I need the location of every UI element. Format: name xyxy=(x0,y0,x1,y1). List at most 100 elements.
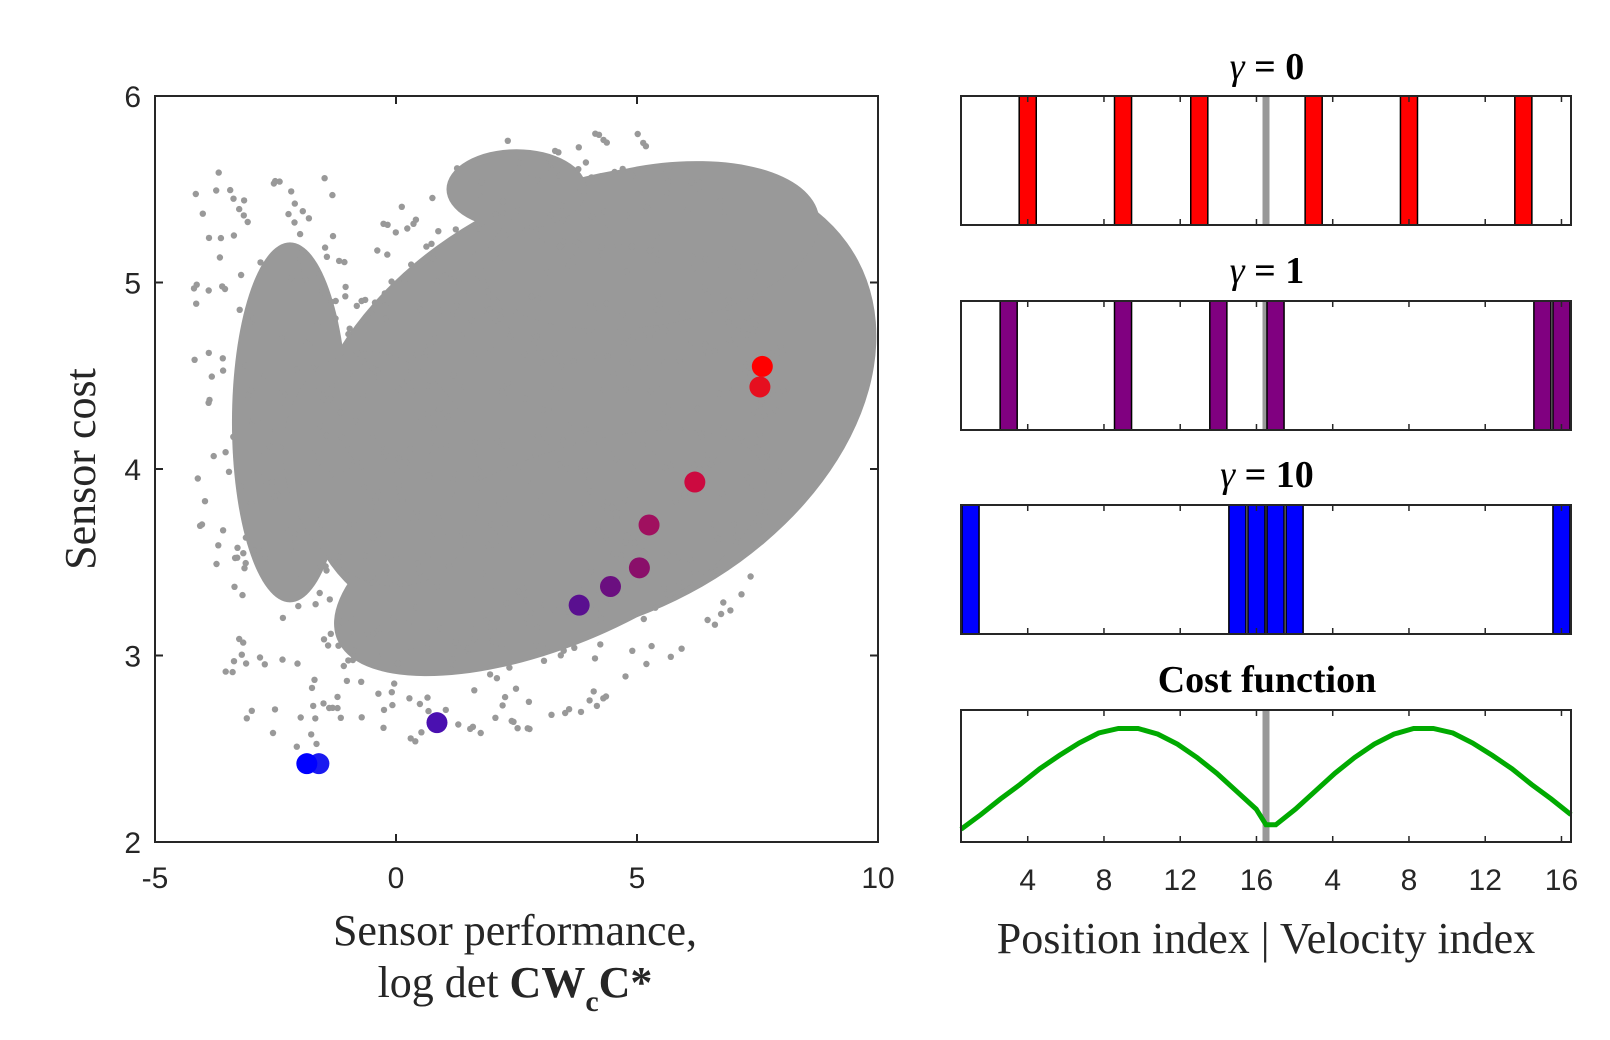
cloud-point xyxy=(198,521,206,528)
cloud-point xyxy=(597,615,605,622)
cloud-point xyxy=(254,300,262,308)
scatter-highlights xyxy=(296,355,773,775)
cloud-point xyxy=(719,490,726,497)
gamma-0-panel: γ = 0 xyxy=(960,46,1572,226)
cloud-point xyxy=(215,169,222,176)
cloud-point xyxy=(695,426,702,433)
cloud-point xyxy=(344,446,352,453)
cloud-point xyxy=(598,506,606,513)
cloud-point xyxy=(622,386,629,393)
cloud-point xyxy=(205,399,212,406)
cloud-point xyxy=(602,693,610,700)
cloud-point xyxy=(629,464,636,472)
cloud-point xyxy=(714,535,721,542)
cloud-point xyxy=(389,582,396,590)
cloud-point xyxy=(239,591,246,599)
cloud-point xyxy=(315,271,323,278)
cloud-point xyxy=(701,283,708,291)
cloud-point xyxy=(323,432,330,439)
cloud-point xyxy=(697,351,705,359)
cloud-point xyxy=(456,533,463,541)
cloud-point xyxy=(271,493,278,500)
cloud-point xyxy=(358,678,365,685)
cloud-point xyxy=(293,743,300,750)
cloud-point xyxy=(318,288,326,296)
cloud-point xyxy=(404,225,411,232)
cloud-point xyxy=(689,253,696,260)
cloud-point xyxy=(702,256,709,263)
cloud-point xyxy=(738,434,745,441)
cloud-point xyxy=(317,422,324,430)
pareto-point xyxy=(684,471,706,493)
cloud-point xyxy=(601,208,608,215)
cost-tick-label: 16 xyxy=(1240,864,1273,897)
cloud-point xyxy=(762,508,769,516)
sensor-bar xyxy=(1266,504,1285,635)
cloud-point xyxy=(320,636,328,643)
y-tick-label: 6 xyxy=(124,81,141,114)
cloud-point xyxy=(657,300,664,308)
cloud-point xyxy=(663,189,670,197)
cloud-point xyxy=(453,302,460,310)
cloud-point xyxy=(340,662,347,670)
cloud-point xyxy=(438,307,446,314)
cloud-point xyxy=(726,336,733,343)
cloud-point xyxy=(634,130,641,138)
cloud-point xyxy=(479,570,486,577)
cloud-point xyxy=(448,312,456,319)
cloud-point xyxy=(492,211,499,218)
cloud-point xyxy=(448,489,455,497)
cloud-point xyxy=(496,625,503,633)
cloud-point xyxy=(572,465,580,472)
cloud-point xyxy=(534,432,542,440)
cloud-point xyxy=(555,149,562,156)
cloud-blob xyxy=(283,351,480,587)
cloud-point xyxy=(346,325,353,332)
y-tick-label: 2 xyxy=(124,827,141,860)
cloud-point xyxy=(326,596,333,603)
cloud-point xyxy=(398,203,405,210)
cloud-point xyxy=(222,668,229,675)
cloud-point xyxy=(524,725,531,732)
cloud-point xyxy=(659,165,666,172)
cloud-point xyxy=(413,604,420,611)
cloud-point xyxy=(242,559,249,567)
cloud-point xyxy=(352,417,359,425)
cloud-point xyxy=(360,358,367,365)
scatter-cloud xyxy=(190,130,877,750)
cloud-point xyxy=(481,225,488,232)
cloud-point xyxy=(450,372,457,379)
cloud-point xyxy=(503,327,511,334)
cloud-point xyxy=(640,548,648,555)
sensor-bar xyxy=(1247,504,1266,635)
cloud-point xyxy=(348,615,355,623)
cloud-point xyxy=(493,675,501,682)
cloud-point xyxy=(648,642,655,650)
cloud-point xyxy=(324,642,332,649)
cloud-point xyxy=(516,463,523,470)
cloud-point xyxy=(327,395,334,403)
sensor-bar xyxy=(1285,504,1304,635)
cloud-point xyxy=(335,642,342,649)
cloud-point xyxy=(261,555,268,562)
cloud-point xyxy=(484,288,491,295)
cloud-point xyxy=(590,306,597,313)
cloud-point xyxy=(210,452,217,460)
cloud-point xyxy=(750,267,757,275)
cloud-point xyxy=(346,456,354,463)
cloud-point xyxy=(407,445,414,453)
cloud-point xyxy=(381,290,388,297)
cloud-point xyxy=(285,527,292,534)
cloud-point xyxy=(623,518,630,526)
cloud-point xyxy=(545,642,552,650)
sensor-bar xyxy=(1113,300,1133,431)
cloud-point xyxy=(424,448,431,455)
cloud-point xyxy=(623,212,630,219)
cloud-point xyxy=(467,621,475,629)
cloud-point xyxy=(499,198,507,205)
cloud-point xyxy=(242,534,250,541)
cloud-point xyxy=(452,226,459,233)
gamma-10-bars xyxy=(961,504,1571,635)
cloud-point xyxy=(407,644,414,651)
cloud-point xyxy=(468,317,476,324)
